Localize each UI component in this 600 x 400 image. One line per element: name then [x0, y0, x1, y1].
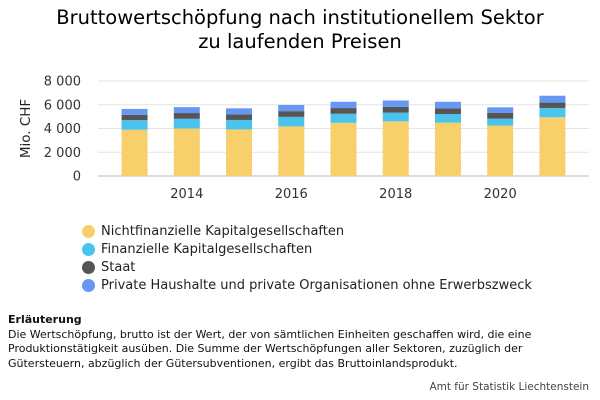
chart-legend: Nichtfinanzielle Kapitalgesellschaften Fi… — [82, 222, 532, 294]
y-tick-label: 0 — [73, 170, 81, 185]
explanation-note: Erläuterung Die Wertschöpfung, brutto is… — [8, 313, 588, 371]
chart-title-line-1: Bruttowertschöpfung nach institutionelle… — [56, 6, 544, 29]
source-credit: Amt für Statistik Liechtenstein — [429, 381, 589, 393]
bar-segment — [487, 107, 514, 113]
bar-segment — [434, 122, 461, 176]
bar-segment — [173, 107, 200, 114]
bar-segment — [539, 107, 566, 118]
x-tick-label: 2014 — [170, 187, 203, 202]
y-tick-label: 2 000 — [44, 146, 81, 161]
bar-segment — [382, 112, 409, 122]
bar-segment — [434, 108, 461, 115]
legend-label: Private Haushalte und private Organisati… — [101, 277, 532, 293]
legend-swatch — [82, 278, 95, 292]
bar-segment — [173, 113, 200, 119]
bar-segment — [434, 114, 461, 123]
x-tick-label: 2016 — [275, 187, 308, 202]
legend-item: Private Haushalte und private Organisati… — [82, 276, 532, 294]
bar-segment — [382, 100, 409, 107]
legend-swatch — [82, 260, 95, 274]
bar-segment — [226, 119, 253, 130]
legend-label: Nichtfinanzielle Kapitalgesellschaften — [101, 223, 345, 239]
bar-segment — [121, 108, 148, 115]
bar-segment — [434, 101, 461, 109]
legend-item: Finanzielle Kapitalgesellschaften — [82, 240, 532, 258]
bar-segment — [382, 121, 409, 176]
bar-segment — [278, 111, 305, 117]
y-tick-label: 8 000 — [44, 75, 81, 90]
bar-segment — [173, 128, 200, 176]
bar-segment — [487, 125, 514, 176]
bar-segment — [278, 126, 305, 176]
bar-segment — [487, 112, 514, 119]
stacked-bar-chart: 0 2 000 4 000 6 000 8 000 Mio. CHF 2014 2016 201… — [18, 75, 589, 202]
y-tick-label: 4 000 — [44, 122, 81, 137]
bar-segment — [539, 102, 566, 108]
y-axis-label: Mio. CHF — [18, 99, 34, 158]
bar-segment — [330, 108, 357, 114]
bar-segment — [382, 106, 409, 113]
legend-label: Finanzielle Kapitalgesellschaften — [101, 241, 313, 257]
bar-segment — [330, 101, 357, 109]
chart-title: Bruttowertschöpfung nach institutionelle… — [0, 6, 600, 54]
bar-segment — [487, 118, 514, 126]
bar-segment — [226, 108, 253, 115]
bar-segment — [226, 129, 253, 176]
legend-label: Staat — [101, 259, 136, 275]
bar-segment — [278, 104, 305, 112]
bar-segment — [278, 116, 305, 127]
bar-segment — [539, 117, 566, 176]
bar-segment — [121, 120, 148, 130]
legend-item: Nichtfinanzielle Kapitalgesellschaften — [82, 222, 532, 240]
bar-segment — [121, 129, 148, 176]
legend-swatch — [82, 242, 95, 256]
x-tick-label: 2020 — [484, 187, 517, 202]
legend-swatch — [82, 224, 95, 238]
note-heading: Erläuterung — [8, 313, 82, 326]
bar-segment — [173, 118, 200, 129]
bar-segment — [226, 114, 253, 120]
chart-title-line-2: zu laufenden Preisen — [198, 30, 402, 53]
bar-segment — [330, 122, 357, 176]
bar-segment — [330, 113, 357, 123]
legend-item: Staat — [82, 258, 532, 276]
x-tick-label: 2018 — [379, 187, 412, 202]
bar-segment — [121, 114, 148, 121]
y-tick-label: 6 000 — [44, 98, 81, 113]
bar-segment — [539, 95, 566, 103]
note-text: Die Wertschöpfung, brutto ist der Wert, … — [8, 327, 532, 370]
